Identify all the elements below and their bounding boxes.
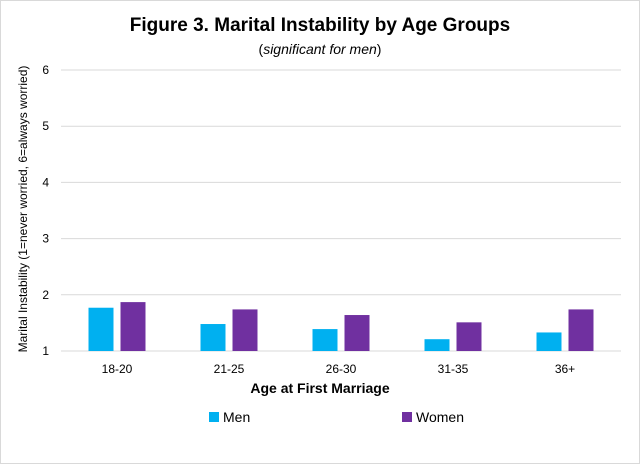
bar-men-18-20 [88, 307, 114, 351]
subtitle-italic: significant for men [263, 41, 377, 57]
bar-women-18-20 [120, 302, 146, 351]
chart-title: Figure 3. Marital Instability by Age Gro… [130, 15, 510, 36]
x-axis-label: Age at First Marriage [250, 380, 389, 396]
x-tick-label: 21-25 [214, 362, 245, 376]
y-tick-label: 2 [42, 288, 49, 302]
bar-men-21-25 [200, 324, 226, 351]
legend-label-men: Men [223, 409, 250, 425]
gridlines [61, 69, 621, 352]
x-tick-label: 18-20 [102, 362, 133, 376]
bar-women-36+ [568, 309, 594, 351]
y-axis-ticks: 1 2 3 4 5 6 [42, 63, 49, 358]
bar-women-31-35 [456, 322, 482, 351]
y-axis-label: Marital Instability (1=never worried, 6=… [16, 66, 30, 353]
y-tick-label: 6 [42, 63, 49, 77]
subtitle-close: ) [377, 41, 382, 57]
legend-swatch-men [209, 412, 219, 422]
legend-label-women: Women [416, 409, 464, 425]
bar-men-31-35 [424, 339, 450, 351]
bar-men-36+ [536, 332, 562, 351]
legend-swatch-women [402, 412, 412, 422]
bar-men-26-30 [312, 329, 338, 351]
bars [88, 302, 594, 351]
x-tick-label: 31-35 [438, 362, 469, 376]
bar-women-26-30 [344, 315, 370, 351]
bar-women-21-25 [232, 309, 258, 351]
x-axis-ticks: 18-20 21-25 26-30 31-35 36+ [102, 362, 576, 376]
y-tick-label: 3 [42, 232, 49, 246]
chart-subtitle: (significant for men) [259, 41, 382, 57]
y-tick-label: 5 [42, 119, 49, 133]
y-tick-label: 1 [42, 344, 49, 358]
x-tick-label: 36+ [555, 362, 575, 376]
legend: Men Women [209, 409, 464, 425]
subtitle-open: ( [259, 41, 264, 57]
y-tick-label: 4 [42, 175, 49, 189]
x-tick-label: 26-30 [326, 362, 357, 376]
